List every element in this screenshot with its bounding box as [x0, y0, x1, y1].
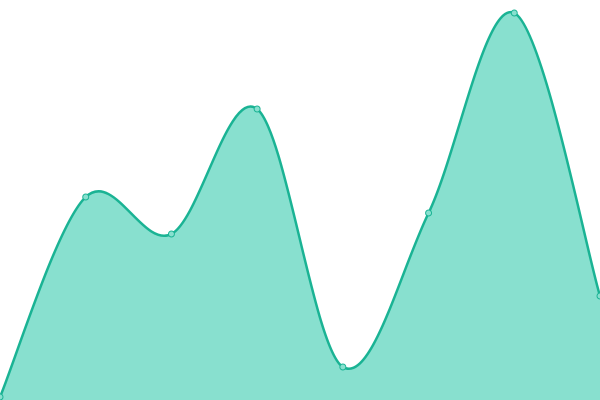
point	[0, 393, 4, 400]
point	[82, 193, 90, 201]
point	[339, 363, 347, 371]
point	[167, 230, 175, 238]
point	[510, 9, 518, 17]
point	[253, 105, 261, 113]
point	[596, 292, 600, 300]
point	[425, 209, 433, 217]
area-fill	[0, 12, 600, 400]
